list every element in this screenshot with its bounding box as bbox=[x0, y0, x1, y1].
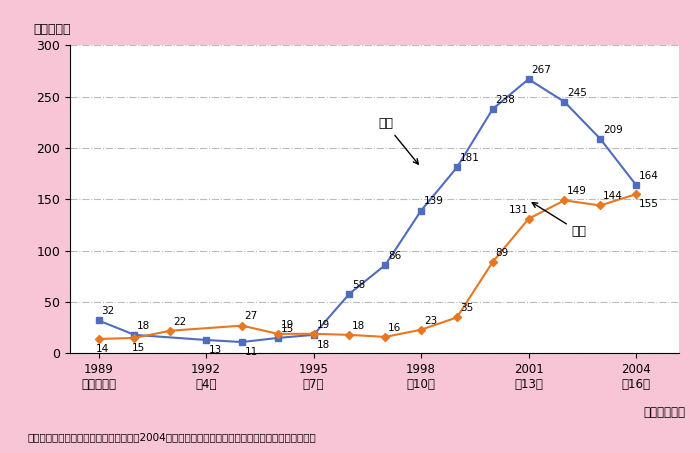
Text: 238: 238 bbox=[496, 95, 515, 105]
Text: 32: 32 bbox=[102, 306, 115, 316]
Text: 181: 181 bbox=[460, 153, 480, 164]
Text: 89: 89 bbox=[496, 248, 509, 258]
Text: 35: 35 bbox=[460, 303, 473, 313]
Text: 27: 27 bbox=[245, 312, 258, 322]
Text: 144: 144 bbox=[603, 191, 623, 201]
Text: 19: 19 bbox=[316, 320, 330, 330]
Text: 22: 22 bbox=[173, 317, 186, 327]
Text: 58: 58 bbox=[352, 280, 365, 289]
Text: 155: 155 bbox=[639, 199, 659, 209]
Text: 86: 86 bbox=[388, 251, 401, 261]
Text: 209: 209 bbox=[603, 125, 623, 135]
Text: 15: 15 bbox=[132, 343, 145, 353]
Text: 18: 18 bbox=[352, 321, 365, 331]
Text: 18: 18 bbox=[316, 340, 330, 350]
Text: 13: 13 bbox=[209, 345, 222, 355]
Text: 大学: 大学 bbox=[532, 202, 587, 238]
Text: 131: 131 bbox=[509, 205, 529, 215]
Text: 16: 16 bbox=[388, 323, 401, 333]
Text: 23: 23 bbox=[424, 316, 437, 326]
Text: 資料：日本私立学校振興・共済事業団「2004年度私立大学・私立短期大学入学志願動向（速報）」: 資料：日本私立学校振興・共済事業団「2004年度私立大学・私立短期大学入学志願動… bbox=[28, 432, 316, 442]
Text: 14: 14 bbox=[96, 344, 109, 354]
Text: 15: 15 bbox=[281, 324, 294, 334]
Text: 19: 19 bbox=[281, 320, 294, 330]
Text: （学校数）: （学校数） bbox=[34, 23, 71, 36]
Text: 245: 245 bbox=[567, 87, 587, 97]
Text: 139: 139 bbox=[424, 197, 444, 207]
Text: 267: 267 bbox=[531, 65, 551, 75]
Text: 18: 18 bbox=[137, 321, 150, 331]
Text: 短大: 短大 bbox=[378, 117, 419, 164]
Text: 11: 11 bbox=[245, 347, 258, 357]
Text: 149: 149 bbox=[567, 186, 587, 196]
Text: （入試年度）: （入試年度） bbox=[643, 406, 685, 419]
Text: 164: 164 bbox=[639, 171, 659, 181]
